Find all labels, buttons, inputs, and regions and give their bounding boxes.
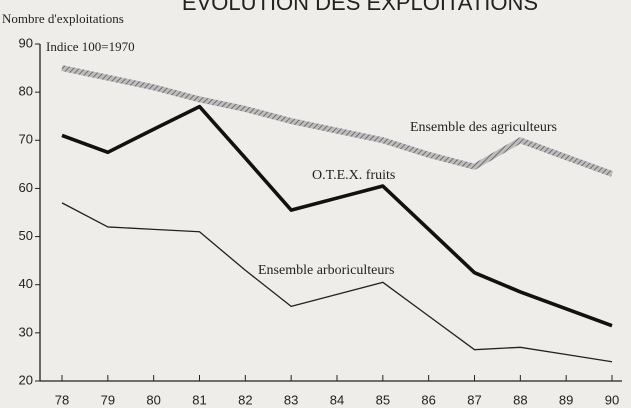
y-tick-label: 20 (19, 372, 33, 387)
subtitle: Indice 100=1970 (46, 39, 135, 54)
x-tick-label: 89 (559, 392, 573, 407)
series-line (61, 104, 613, 328)
series-line (61, 202, 613, 363)
y-tick-label: 70 (19, 132, 33, 147)
x-tick-label: 79 (101, 392, 115, 407)
x-tick-label: 88 (513, 392, 527, 407)
x-tick-label: 85 (376, 392, 390, 407)
y-axis-label: Nombre d'exploitations (2, 11, 124, 26)
x-tick-label: 81 (192, 392, 206, 407)
series-line (61, 65, 614, 177)
x-tick-label: 84 (330, 392, 344, 407)
y-tick-label: 50 (19, 228, 33, 243)
y-tick-label: 30 (19, 324, 33, 339)
x-tick-label: 90 (605, 392, 619, 407)
x-tick-label: 78 (55, 392, 69, 407)
y-tick-label: 40 (19, 276, 33, 291)
y-tick-label: 80 (19, 84, 33, 99)
y-tick-label: 90 (19, 35, 33, 50)
x-tick-label: 82 (238, 392, 252, 407)
chart-title: EVOLUTION DES EXPLOITATIONS (182, 0, 538, 15)
y-tick-label: 60 (19, 180, 33, 195)
x-tick-label: 83 (284, 392, 298, 407)
x-tick-label: 87 (467, 392, 481, 407)
series-label: Ensemble arboriculteurs (258, 263, 394, 278)
series-label: Ensemble des agriculteurs (410, 120, 557, 135)
x-tick-label: 86 (421, 392, 435, 407)
series-label: O.T.E.X. fruits (312, 168, 395, 183)
x-tick-label: 80 (146, 392, 160, 407)
